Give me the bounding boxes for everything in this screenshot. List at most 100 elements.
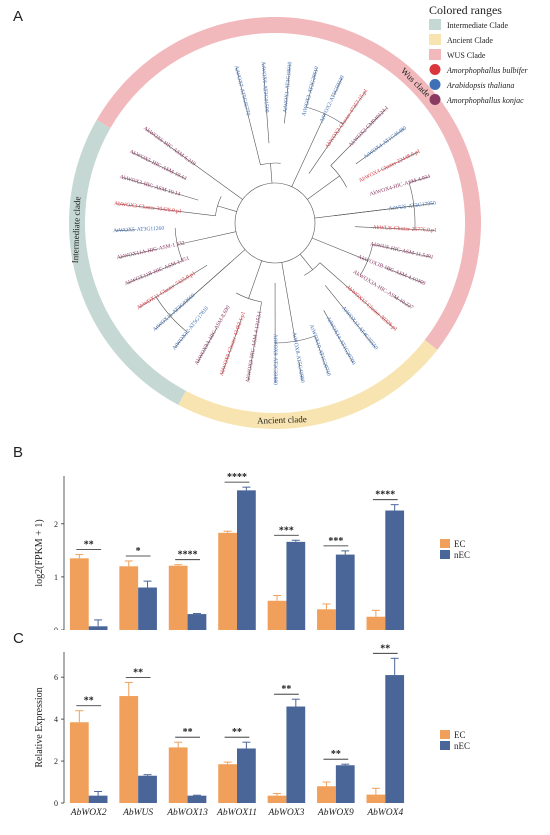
fpkm-chart-panel: B 012log2(FPKM + 1)**AbWOX2*AbWUS****AbW… — [0, 440, 550, 630]
tree-legend: Colored ranges Intermediate CladeAncient… — [405, 2, 545, 112]
bar-ec — [317, 609, 336, 630]
legend-label: Arabidopsis thaliana — [446, 81, 514, 90]
legend-label: nEC — [454, 741, 470, 751]
intermediate-clade-arc — [69, 120, 186, 405]
tree-leaf-label: AbWUS-Cluster-25776.0.p1 — [373, 225, 438, 234]
significance-marker: ** — [331, 749, 341, 760]
significance-marker: * — [136, 546, 141, 557]
tree-leaf-label: AkWOX11A-HIC-ASM-1.532 — [116, 240, 185, 261]
y-tick-label: 1 — [54, 573, 58, 582]
clade-label: Ancient clade — [257, 414, 307, 426]
category-label: AbWOX11 — [216, 808, 257, 818]
tree-leaf-label: AtWOX3-AT2G28610 — [301, 66, 320, 117]
fpkm-bar-chart: 012log2(FPKM + 1)**AbWOX2*AbWUS****AbWOX… — [0, 440, 550, 630]
y-tick-label: 6 — [54, 673, 58, 682]
category-label: AbWOX2 — [70, 808, 107, 818]
legend-swatch — [429, 19, 441, 30]
legend-label: Intermediate Clade — [447, 21, 509, 30]
tree-leaf-label: AkWOX9-HIC-ASM-4.13153.1 — [245, 310, 263, 383]
tree-leaf-label: AtWOX4-AT1G46480 — [363, 125, 408, 160]
legend-label: EC — [454, 730, 466, 740]
legend-dot — [430, 64, 441, 75]
bar-ec — [218, 533, 237, 630]
bar-ec — [367, 617, 386, 630]
y-tick-label: 2 — [54, 757, 58, 766]
legend-swatch — [429, 34, 441, 45]
tree-leaf-label: AkWOX4-HIC-ASM-4.934 — [369, 174, 431, 198]
category-label: AbWOX13 — [166, 808, 208, 818]
bar-ec — [70, 722, 89, 803]
significance-marker: *** — [328, 536, 343, 547]
category-label: AbWOX4 — [366, 808, 403, 818]
panel-b-letter: B — [13, 444, 23, 461]
y-tick-label: 0 — [54, 799, 58, 808]
legend-dot — [430, 94, 441, 105]
tree-internal-branch — [218, 206, 237, 212]
bar-nec — [237, 748, 256, 803]
tree-internal-branch — [282, 262, 296, 341]
bar-ec — [70, 558, 89, 630]
panel-a-letter: A — [13, 8, 23, 25]
bar-nec — [89, 796, 108, 803]
bar-nec — [286, 542, 305, 630]
tree-internal-branch — [177, 232, 236, 245]
bar-ec — [169, 747, 188, 803]
tree-internal-branch — [307, 176, 339, 200]
y-tick-label: 4 — [54, 715, 58, 724]
bar-nec — [336, 555, 355, 630]
tree-leaf-label: AkWOX3-HIC-ASM-10.14 — [119, 174, 181, 198]
legend-swatch — [440, 539, 450, 548]
bar-ec — [268, 796, 287, 803]
tree-leaf-label: AtWOX6-AT2G01500 — [260, 61, 270, 113]
significance-marker: **** — [178, 550, 198, 561]
tree-leaf-label: AtWOX10-AT1G20710 — [308, 324, 332, 377]
bar-nec — [385, 511, 404, 630]
bar-nec — [286, 707, 305, 803]
bar-ec — [218, 764, 237, 803]
significance-marker: **** — [227, 472, 247, 483]
significance-marker: **** — [375, 490, 395, 501]
legend-label: EC — [454, 539, 466, 549]
legend-label: nEC — [454, 550, 470, 560]
panel-c-letter: C — [13, 630, 24, 647]
tree-root-arc — [235, 183, 315, 263]
legend-swatch — [429, 49, 441, 60]
tree-leaf-label: AtWOX2-AT5G59340 — [319, 75, 346, 124]
legend-swatch — [440, 730, 450, 739]
significance-marker: ** — [281, 684, 291, 695]
tree-leaf-label: AtWUS-AT2G17950 — [388, 200, 436, 212]
category-label: AbWOX9 — [317, 808, 354, 818]
tree-internal-branch — [249, 261, 262, 299]
significance-marker: ** — [232, 727, 242, 738]
tree-leaf-label: AtWOX1-AT3G18010 — [283, 61, 294, 113]
tree-leaf-label: AtWOX14-AT1G20700 — [325, 316, 357, 366]
category-label: AbWOX3 — [267, 808, 304, 818]
legend-swatch — [440, 741, 450, 750]
significance-marker: ** — [183, 727, 193, 738]
legend-swatch — [440, 550, 450, 559]
significance-marker: *** — [279, 525, 294, 536]
tree-leaf-label: AbWOX3-Cluster-30428.0.p1 — [114, 201, 182, 215]
tree-internal-branch — [300, 254, 313, 270]
ancient-clade-arc — [178, 340, 437, 429]
y-axis-label: log2(FPKM + 1) — [34, 519, 45, 586]
significance-marker: ** — [133, 667, 143, 678]
legend-dot — [430, 79, 441, 90]
tree-internal-branch — [270, 163, 272, 183]
legend-label: Amorphophallus konjac — [446, 96, 524, 105]
y-axis-label: Relative Expression — [34, 687, 45, 767]
bar-nec — [188, 796, 207, 803]
bar-nec — [336, 765, 355, 803]
significance-marker: ** — [380, 643, 390, 654]
bar-ec — [119, 566, 138, 630]
tree-internal-branch — [292, 114, 326, 187]
legend-label: Amorphophallus bulbifer — [446, 66, 529, 75]
bar-ec — [317, 786, 336, 803]
bar-nec — [138, 588, 157, 630]
tree-leaf-label: AtWOX5-AT3G11260 — [113, 226, 164, 234]
bar-ec — [119, 696, 138, 803]
bar-ec — [367, 795, 386, 803]
